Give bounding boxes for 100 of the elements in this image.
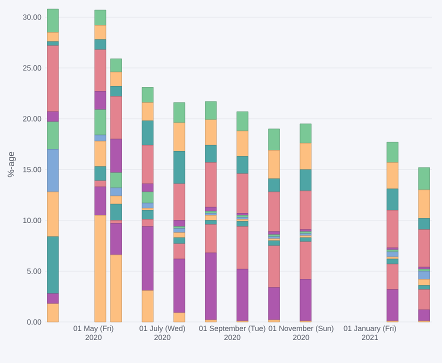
bar bbox=[236, 268, 248, 322]
bar bbox=[236, 156, 248, 174]
bar bbox=[94, 109, 106, 136]
bar bbox=[47, 192, 59, 237]
bar bbox=[236, 226, 248, 270]
bar bbox=[94, 166, 106, 181]
bar bbox=[110, 172, 122, 188]
bar bbox=[205, 120, 217, 146]
bar bbox=[173, 220, 186, 227]
bar bbox=[173, 312, 186, 322]
bar bbox=[418, 229, 430, 268]
bar bbox=[142, 290, 154, 322]
bar bbox=[142, 192, 154, 204]
bar bbox=[268, 246, 280, 288]
bar bbox=[386, 142, 398, 163]
bar bbox=[236, 173, 248, 214]
bar bbox=[110, 72, 122, 86]
bar bbox=[173, 244, 186, 260]
bar bbox=[300, 124, 312, 144]
bar bbox=[173, 237, 186, 244]
bar bbox=[236, 221, 248, 227]
bar bbox=[173, 184, 186, 221]
bar bbox=[142, 210, 154, 220]
bar bbox=[173, 232, 186, 238]
bar bbox=[142, 144, 154, 184]
bar bbox=[418, 190, 430, 219]
bar bbox=[110, 196, 122, 204]
bar bbox=[94, 215, 106, 322]
bar bbox=[205, 206, 217, 212]
bar bbox=[418, 270, 430, 280]
bar bbox=[300, 237, 312, 242]
bar bbox=[205, 252, 217, 320]
bar bbox=[418, 167, 430, 190]
bar bbox=[268, 178, 280, 192]
bar bbox=[94, 49, 106, 92]
bar bbox=[142, 184, 154, 192]
bar bbox=[47, 236, 59, 294]
bar bbox=[386, 210, 398, 248]
bar bbox=[142, 120, 154, 146]
y-axis-title: %-age bbox=[8, 152, 16, 178]
bar bbox=[268, 240, 280, 246]
bar bbox=[142, 219, 154, 227]
bar bbox=[205, 215, 217, 221]
bar bbox=[47, 293, 59, 304]
bar bbox=[236, 130, 248, 157]
bar bbox=[205, 224, 217, 254]
bar bbox=[268, 192, 280, 232]
bar bbox=[47, 122, 59, 150]
bar bbox=[94, 10, 106, 26]
bar bbox=[94, 140, 106, 167]
bar bbox=[47, 32, 59, 42]
bar bbox=[173, 122, 186, 152]
bar bbox=[142, 202, 154, 208]
bar bbox=[47, 41, 59, 46]
bar bbox=[110, 138, 122, 173]
bar bbox=[142, 87, 154, 103]
bar bbox=[418, 279, 430, 286]
bar bbox=[268, 231, 280, 235]
bar bbox=[110, 254, 122, 322]
bar bbox=[173, 258, 186, 314]
bar bbox=[110, 223, 122, 256]
bar bbox=[173, 151, 186, 184]
bar bbox=[110, 58, 122, 72]
bar bbox=[386, 289, 398, 322]
bar bbox=[110, 188, 122, 196]
bar bbox=[236, 111, 248, 132]
bar bbox=[47, 8, 59, 33]
bar bbox=[418, 289, 430, 310]
bar bbox=[418, 285, 430, 290]
bar bbox=[110, 96, 122, 140]
bar bbox=[386, 188, 398, 210]
bar bbox=[268, 150, 280, 179]
bar bbox=[300, 242, 312, 280]
bar bbox=[300, 279, 312, 322]
bar bbox=[94, 180, 106, 188]
bar bbox=[205, 144, 217, 163]
bar bbox=[47, 303, 59, 322]
bar bbox=[418, 218, 430, 230]
bar bbox=[205, 220, 217, 225]
bar bbox=[94, 39, 106, 50]
bar bbox=[268, 320, 280, 322]
bar bbox=[94, 25, 106, 40]
bar bbox=[142, 226, 154, 291]
bar bbox=[205, 101, 217, 120]
bar bbox=[386, 264, 398, 290]
bar bbox=[173, 102, 186, 124]
bar bbox=[94, 134, 106, 142]
bar bbox=[94, 91, 106, 110]
bar bbox=[47, 45, 59, 112]
bar bbox=[94, 186, 106, 216]
bar bbox=[386, 252, 398, 258]
bar bbox=[386, 258, 398, 264]
bar bbox=[300, 169, 312, 192]
bar bbox=[142, 102, 154, 121]
bar bbox=[300, 190, 312, 230]
bar bbox=[110, 86, 122, 97]
bar bbox=[268, 287, 280, 320]
bar bbox=[268, 128, 280, 150]
bar bbox=[418, 310, 430, 322]
bar bbox=[300, 142, 312, 170]
